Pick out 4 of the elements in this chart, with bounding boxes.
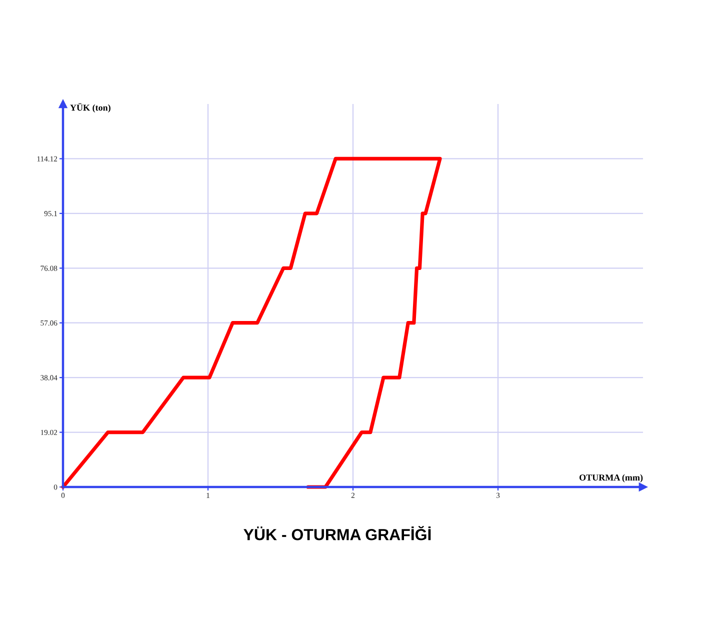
text: YÜK - OTURMA GRAFİĞİ	[244, 526, 431, 540]
line-series	[61, 156, 442, 489]
x-axis-title: OTURMA (mm)	[580, 474, 643, 482]
y-axis-title: YÜK (ton)	[70, 103, 110, 113]
